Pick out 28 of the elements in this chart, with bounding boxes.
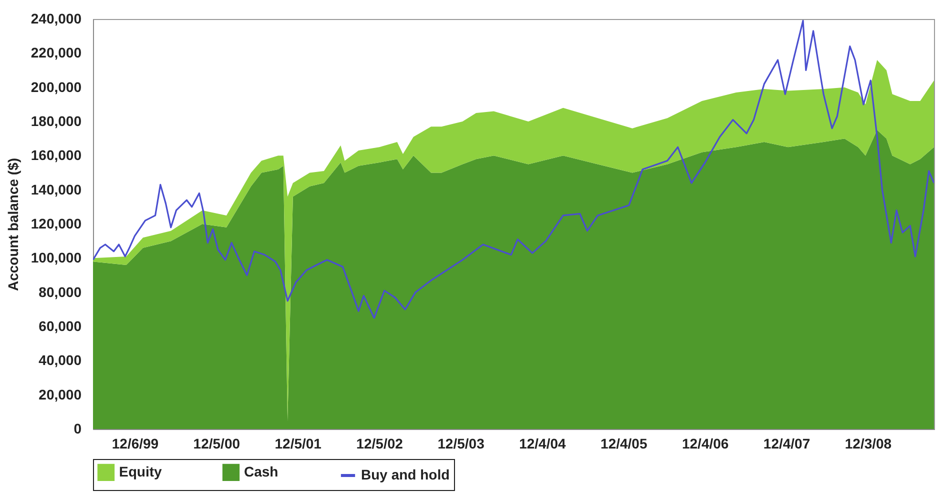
legend-label: Buy and hold	[361, 466, 450, 482]
y-tick-label: 120,000	[30, 216, 82, 232]
y-tick-label: 100,000	[30, 250, 82, 266]
y-tick-label: 20,000	[38, 386, 82, 402]
legend-label: Cash	[244, 463, 278, 480]
y-tick-label: 140,000	[30, 181, 82, 198]
x-tick-label: 12/5/03	[438, 436, 485, 452]
y-tick-label: 220,000	[30, 44, 82, 61]
y-tick-label: 160,000	[30, 147, 82, 164]
x-tick-label: 12/4/05	[600, 436, 648, 452]
y-tick-label: 40,000	[38, 352, 82, 368]
x-tick-label: 12/5/01	[274, 436, 322, 452]
x-tick-label: 12/5/02	[356, 436, 404, 452]
x-tick-label: 12/6/99	[112, 436, 159, 452]
y-tick-label: 80,000	[38, 284, 82, 300]
y-tick-label: 200,000	[30, 78, 82, 95]
line-series	[93, 20, 934, 319]
y-axis-title: Account balance ($)	[4, 158, 21, 292]
x-tick-label: 12/4/07	[763, 436, 810, 452]
x-tick-label: 12/3/08	[844, 436, 892, 452]
y-tick-label: 0	[74, 420, 82, 436]
y-tick-label: 240,000	[30, 10, 82, 26]
y-tick-label: 60,000	[38, 318, 82, 334]
x-tick-label: 12/4/04	[519, 436, 566, 452]
legend-label: Equity	[119, 463, 162, 480]
x-tick-label: 12/5/00	[193, 436, 240, 452]
x-tick-label: 12/4/06	[682, 436, 729, 452]
y-tick-label: 180,000	[30, 113, 82, 129]
